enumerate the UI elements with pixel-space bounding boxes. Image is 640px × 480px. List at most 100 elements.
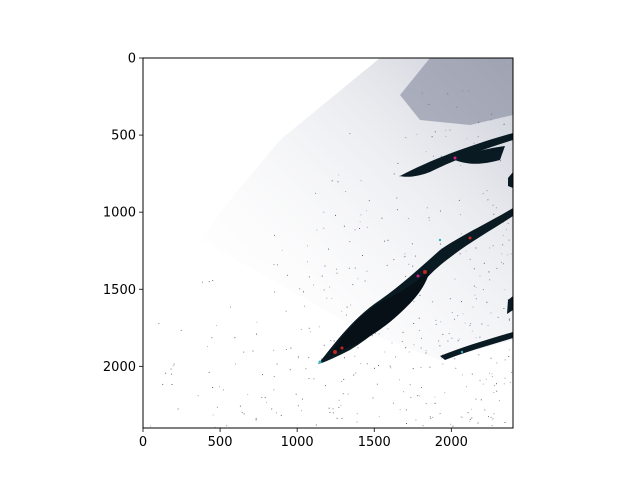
speckle <box>341 418 343 419</box>
speckle <box>350 304 352 306</box>
speckle <box>399 379 401 381</box>
speckle <box>442 363 444 365</box>
haze-region <box>200 58 513 360</box>
speckle <box>472 306 474 308</box>
speckle <box>439 345 441 347</box>
speckle <box>458 199 460 201</box>
speckle <box>432 416 434 418</box>
speckle <box>274 234 275 236</box>
speckle <box>323 211 325 213</box>
speckle <box>359 221 361 223</box>
speckle <box>243 351 245 353</box>
speckle <box>479 275 481 277</box>
lake-lower <box>440 332 513 360</box>
speckle <box>324 265 326 267</box>
axes-frame <box>142 57 514 429</box>
speckle <box>403 256 405 258</box>
speckle <box>305 368 307 370</box>
x-tick-label: 500 <box>208 435 233 450</box>
speckle <box>326 297 328 299</box>
speckle <box>310 331 311 333</box>
speckle <box>158 323 160 325</box>
lake-upper-branch <box>455 146 505 164</box>
speckle <box>408 263 410 265</box>
speckle <box>262 374 263 376</box>
speckle <box>457 340 459 342</box>
speckle <box>307 245 308 247</box>
speckle <box>489 279 491 281</box>
speckle <box>281 249 283 251</box>
speckle <box>285 349 287 350</box>
speckle <box>328 248 329 250</box>
speckle <box>299 288 301 290</box>
lake-main-body <box>330 270 430 355</box>
speckle <box>313 378 315 380</box>
speckle <box>440 210 441 212</box>
lake-right-edge <box>507 296 513 314</box>
speckle <box>207 346 209 348</box>
speckle <box>438 340 440 342</box>
speckle <box>273 349 275 351</box>
speckle <box>507 222 509 224</box>
y-axis: 0 500 1000 1500 2000 <box>103 52 143 375</box>
speckle <box>503 123 505 125</box>
speckle <box>418 330 420 331</box>
speckle <box>320 358 322 360</box>
speckle <box>415 419 417 421</box>
speckle <box>421 92 423 94</box>
speckle <box>450 423 452 425</box>
speckle <box>469 258 471 260</box>
speckle <box>462 374 463 376</box>
speckle <box>469 420 471 422</box>
speckle <box>243 413 245 415</box>
x-tick-label: 1500 <box>358 435 391 450</box>
speckle <box>352 284 354 286</box>
speckle <box>219 386 220 388</box>
speckle <box>212 387 214 388</box>
speckle <box>484 409 486 411</box>
speckle <box>323 344 325 346</box>
speckle <box>368 200 370 202</box>
speckle <box>356 421 358 423</box>
speckle <box>480 399 482 401</box>
speckle <box>366 363 368 365</box>
speckle <box>170 368 172 370</box>
speckle <box>432 301 434 303</box>
speckle <box>447 340 449 342</box>
ice-speckles <box>150 61 513 428</box>
speckle <box>492 245 494 247</box>
speckle <box>483 262 485 264</box>
speckle <box>402 331 404 333</box>
speckle <box>395 356 396 358</box>
speckle <box>498 400 500 402</box>
speckle <box>381 217 383 219</box>
speckle <box>441 91 443 93</box>
speckle <box>360 363 362 365</box>
speckle <box>338 399 340 401</box>
speckle <box>462 313 464 315</box>
lake-right-notch <box>508 172 513 188</box>
x-axis: 0 500 1000 1500 2000 <box>139 428 468 450</box>
speckle <box>336 268 338 270</box>
speckle <box>507 299 509 300</box>
speckle <box>393 259 395 261</box>
speckle <box>378 364 379 366</box>
speckle <box>172 365 174 367</box>
speckle <box>428 217 430 219</box>
speckle <box>475 247 477 249</box>
speckle <box>173 363 175 365</box>
speckle <box>378 415 380 417</box>
speckle <box>397 162 399 164</box>
speckle <box>461 417 463 419</box>
speckle <box>337 181 339 183</box>
lake-upper <box>400 133 513 177</box>
speckle <box>331 298 333 299</box>
speckle <box>341 310 343 312</box>
speckle <box>426 207 428 209</box>
speckle <box>478 354 480 356</box>
speckle <box>433 155 434 157</box>
speckle <box>481 323 483 325</box>
speckle <box>410 396 412 398</box>
speckle <box>470 323 472 325</box>
